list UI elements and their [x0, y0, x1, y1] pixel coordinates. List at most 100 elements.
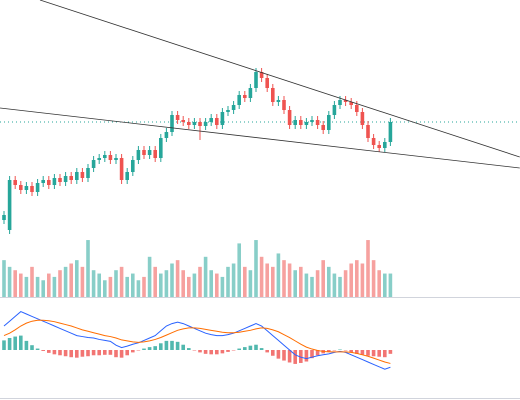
macd-histogram-bar	[164, 340, 169, 350]
volume-bar	[338, 276, 342, 297]
macd-histogram-bar	[259, 348, 264, 350]
volume-bar	[355, 260, 359, 297]
candle-body	[203, 122, 208, 126]
candle-body	[147, 150, 152, 155]
macd-histogram-bar	[293, 350, 297, 364]
candle-body	[383, 142, 387, 148]
macd-histogram-bar	[271, 350, 275, 356]
candle-body	[91, 160, 96, 168]
macd-histogram-bar	[198, 350, 202, 353]
macd-histogram-bar	[377, 350, 381, 357]
volume-bar	[310, 276, 314, 297]
macd-histogram-bar	[147, 347, 152, 350]
macd-histogram-bar	[52, 350, 57, 355]
volume-bar	[321, 260, 325, 297]
candle-body	[377, 145, 381, 148]
volume-bar	[147, 256, 152, 297]
macd-histogram-bar	[383, 350, 387, 358]
candle-body	[259, 72, 264, 78]
candle-body	[2, 215, 6, 220]
macd-histogram-bar	[220, 350, 225, 354]
macd-histogram-bar	[276, 350, 281, 359]
macd-histogram-bar	[327, 350, 331, 352]
candle-body	[170, 115, 174, 132]
volume-bar	[282, 260, 286, 297]
volume-bar	[175, 260, 180, 297]
volume-bar	[52, 276, 57, 297]
candle-body	[114, 158, 118, 160]
candle-body	[321, 125, 325, 130]
candle-body	[35, 183, 40, 192]
candle-body	[131, 160, 135, 172]
macd-histogram-bar	[131, 350, 135, 353]
volume-bar	[75, 260, 79, 297]
candle-body	[355, 105, 359, 112]
candle-body	[371, 138, 376, 145]
candle-body	[287, 110, 292, 125]
volume-bar	[366, 240, 370, 297]
candle-body	[52, 178, 57, 185]
candle-body	[19, 185, 23, 190]
volume-bar	[153, 266, 157, 297]
candle-body	[119, 158, 124, 180]
volume-bar	[215, 273, 219, 297]
volume-bar	[226, 266, 230, 297]
candle-body	[142, 150, 146, 155]
macd-histogram-bar	[153, 346, 157, 350]
macd-histogram-bar	[24, 340, 29, 350]
volume-bar	[86, 240, 90, 297]
candle-body	[327, 115, 331, 130]
candle-body	[7, 180, 12, 230]
macd-histogram-bar	[75, 350, 79, 358]
macd-histogram-bar	[80, 350, 85, 357]
macd-histogram-bar	[181, 344, 185, 350]
candle-body	[175, 115, 180, 120]
candle-body	[164, 132, 169, 138]
candle-body	[332, 105, 337, 115]
candle-body	[231, 105, 236, 110]
macd-histogram-bar	[243, 347, 247, 350]
candle-body	[181, 120, 185, 122]
candle-body	[215, 118, 219, 125]
candle-body	[254, 72, 258, 88]
candle-body	[41, 180, 45, 183]
candle-body	[103, 155, 107, 158]
macd-line	[3, 311, 391, 370]
macd-histogram-bar	[299, 350, 303, 363]
volume-bar	[259, 256, 264, 297]
macd-histogram-bar	[142, 348, 146, 350]
macd-histogram-bar	[304, 350, 309, 362]
macd-histogram-bar	[349, 350, 353, 353]
macd-histogram-bar	[371, 350, 376, 357]
macd-histogram-bar	[125, 350, 129, 356]
macd-histogram-bar	[119, 350, 124, 358]
macd-histogram-bar	[2, 340, 6, 350]
candle-body	[192, 122, 197, 125]
volume-bar	[248, 270, 253, 297]
macd-histogram-bar	[159, 343, 163, 350]
candle-body	[366, 125, 370, 138]
volume-bar	[203, 256, 208, 297]
candle-body	[47, 180, 51, 185]
candle-body	[159, 138, 163, 158]
candle-body	[338, 100, 342, 105]
volume-bar	[377, 270, 381, 297]
candle-body	[265, 78, 269, 88]
volume-bar	[80, 266, 85, 297]
candle-body	[97, 158, 101, 160]
macd-histogram-bar	[30, 345, 34, 350]
candle-body	[58, 178, 62, 182]
volume-bar	[159, 273, 163, 297]
macd-histogram-bar	[108, 350, 113, 355]
macd-histogram-bar	[103, 350, 107, 355]
macd-histogram-bar	[41, 350, 45, 351]
candle-body	[343, 100, 348, 102]
volume-bar	[2, 260, 6, 297]
macd-histogram-bar	[366, 350, 370, 356]
trendline	[0, 107, 520, 169]
volume-bar	[265, 263, 269, 297]
volume-bar	[164, 270, 169, 297]
macd-histogram-bar	[86, 350, 90, 357]
macd-histogram-bar	[360, 350, 365, 355]
volume-bar	[192, 273, 197, 297]
